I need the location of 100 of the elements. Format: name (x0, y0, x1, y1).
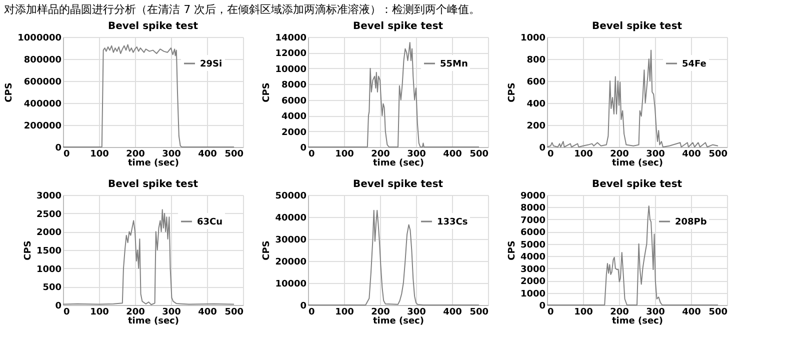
legend-label: 63Cu (197, 218, 223, 228)
x-tick-label: 200 (610, 150, 629, 160)
x-tick-label: 400 (198, 308, 217, 318)
y-tick-label: 6000 (281, 96, 306, 106)
y-tick-label: 9000 (520, 192, 546, 202)
y-tick-label: 200 (526, 122, 546, 132)
y-tick-label: 7000 (520, 216, 546, 226)
legend-label: 29Si (200, 60, 222, 70)
chart-title: Bevel spike test (592, 21, 682, 32)
y-axis-title: CPS (262, 82, 272, 102)
x-tick-label: 100 (574, 150, 593, 160)
y-tick-label: 800 (526, 56, 546, 66)
y-tick-label: 6000 (520, 228, 546, 238)
y-tick-label: 200000 (24, 122, 62, 132)
y-tick-label: 1000 (36, 264, 62, 275)
x-tick-label: 100 (574, 308, 593, 318)
line-series (308, 42, 480, 148)
y-tick-label: 2500 (36, 210, 62, 220)
y-axis-title: CPS (23, 240, 34, 260)
x-tick-label: 500 (470, 308, 488, 318)
x-tick-label: 100 (90, 308, 109, 318)
x-tick-label: 500 (708, 308, 728, 318)
y-axis-title: CPS (4, 82, 15, 102)
y-tick-label: 400 (526, 100, 546, 110)
y-tick-label: 2000 (281, 128, 306, 138)
x-axis-title: time (sec) (372, 158, 424, 168)
x-tick-label: 500 (708, 150, 728, 160)
x-axis-title: time (sec) (128, 316, 180, 326)
y-tick-label: 8000 (520, 204, 546, 214)
chart-title: Bevel spike test (108, 179, 198, 190)
line-series (546, 206, 718, 306)
y-tick-label: 30000 (275, 236, 306, 246)
x-tick-label: 0 (64, 150, 70, 160)
x-tick-label: 400 (443, 308, 462, 318)
x-tick-label: 300 (162, 150, 181, 160)
y-tick-label: 500 (42, 283, 62, 294)
y-tick-label: 20000 (275, 258, 306, 268)
x-tick-label: 200 (371, 150, 390, 160)
y-axis-title: CPS (507, 240, 518, 260)
chart-title: Bevel spike test (352, 21, 444, 32)
y-tick-label: 8000 (281, 80, 306, 91)
legend-label: 133Cs (437, 218, 468, 228)
y-tick-label: 2000 (520, 277, 546, 288)
x-tick-label: 100 (335, 308, 354, 318)
legend-label: 55Mn (440, 60, 468, 70)
x-tick-label: 100 (335, 150, 354, 160)
y-tick-label: 5000 (520, 240, 546, 250)
x-tick-label: 500 (224, 150, 244, 160)
y-axis-title: CPS (507, 82, 518, 102)
legend-label: 208Pb (675, 218, 708, 228)
y-tick-label: 14000 (275, 34, 306, 44)
x-tick-label: 400 (682, 308, 701, 318)
y-tick-label: 800000 (24, 56, 62, 66)
x-tick-label: 300 (407, 308, 426, 318)
y-tick-label: 40000 (275, 214, 306, 224)
x-tick-label: 400 (443, 150, 462, 160)
x-tick-label: 200 (371, 308, 390, 318)
y-tick-label: 1000 (520, 34, 546, 44)
x-tick-label: 300 (407, 150, 426, 160)
y-tick-label: 600 (526, 78, 546, 88)
text: 对添加样品的晶圆进行分析（在清洁 7 次后，在倾斜区域添加两滴标准溶液）：检测到两个峰值。 (4, 3, 480, 16)
y-tick-label: 1000 (520, 289, 546, 300)
y-tick-label: 1500 (36, 246, 62, 256)
x-tick-label: 0 (64, 308, 70, 318)
x-axis-title: time (sec) (612, 158, 664, 168)
y-tick-label: 10000 (275, 64, 306, 75)
x-axis-title: time (sec) (128, 158, 180, 168)
y-tick-label: 4000 (281, 112, 306, 122)
y-tick-label: 50000 (275, 192, 306, 202)
x-axis-title: time (sec) (372, 316, 424, 326)
y-tick-label: 3000 (520, 264, 546, 275)
y-tick-label: 12000 (275, 49, 306, 60)
y-tick-label: 3000 (36, 192, 62, 202)
x-tick-label: 0 (308, 150, 315, 160)
y-tick-label: 1000000 (18, 34, 62, 44)
y-tick-label: 600000 (24, 78, 62, 88)
x-tick-label: 200 (126, 308, 145, 318)
x-tick-label: 300 (646, 308, 665, 318)
x-tick-label: 100 (90, 150, 109, 160)
y-tick-label: 2000 (36, 228, 62, 238)
line-series (546, 50, 718, 148)
x-tick-label: 0 (548, 150, 554, 160)
x-tick-label: 200 (610, 308, 629, 318)
x-axis-title: time (sec) (612, 316, 664, 326)
line-series (62, 44, 234, 148)
x-tick-label: 0 (308, 308, 315, 318)
chart-title: Bevel spike test (108, 21, 198, 32)
y-tick-label: 400000 (24, 100, 62, 110)
y-axis-title: CPS (262, 240, 272, 260)
chart-title: Bevel spike test (352, 179, 444, 190)
x-tick-label: 300 (646, 150, 665, 160)
line-series (308, 210, 480, 306)
x-tick-label: 500 (224, 308, 244, 318)
x-tick-label: 300 (162, 308, 181, 318)
x-tick-label: 500 (470, 150, 488, 160)
y-tick-label: 4000 (520, 252, 546, 263)
x-tick-label: 200 (126, 150, 145, 160)
x-tick-label: 400 (198, 150, 217, 160)
legend-label: 54Fe (682, 60, 706, 70)
chart-title: Bevel spike test (592, 179, 682, 190)
